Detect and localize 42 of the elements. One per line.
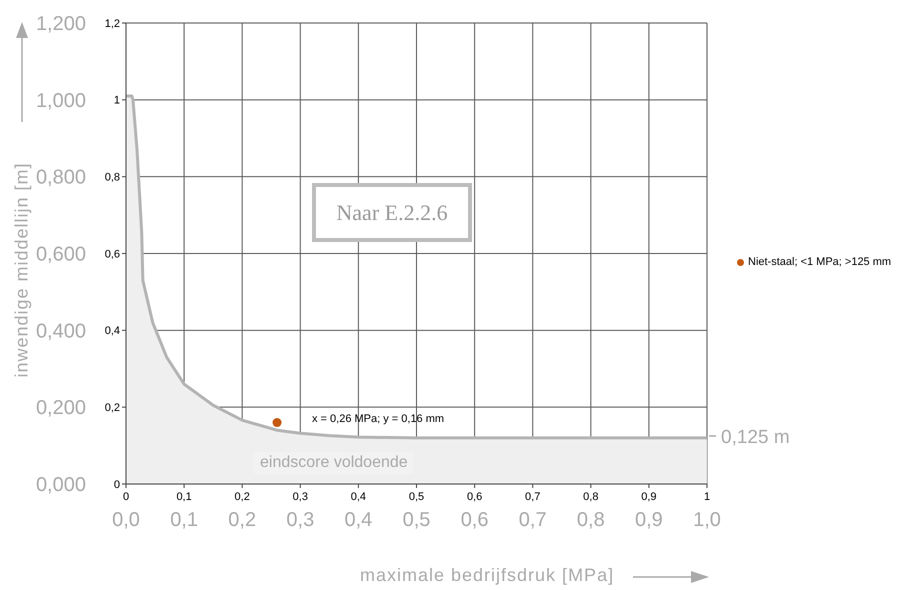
y-tick-label: 1,000	[36, 90, 86, 112]
y-tick-label: 0,000	[36, 474, 86, 496]
x-tick-label: 0,5	[408, 491, 424, 503]
x2-tick-label: 0,8	[576, 509, 605, 531]
x2-tick-label: 0,4	[344, 509, 372, 531]
y2-tick-label: 1	[114, 94, 120, 107]
y-tick-label: 0,800	[36, 166, 86, 189]
x2-tick-label: 0,3	[286, 509, 314, 531]
x-axis-title: maximale bedrijfsdruk [MPa]	[360, 565, 614, 586]
y-tick-label: 0,600	[36, 244, 86, 266]
x-tick-label: 0,6	[466, 491, 482, 503]
x-tick-label: 1	[704, 491, 710, 503]
x2-tick-label: 0,1	[170, 509, 198, 531]
y-tick-label: 1,200	[36, 13, 86, 35]
x2-tick-label: 0,0	[112, 509, 140, 531]
legend-label: Niet-staal; <1 MPa; >125 mm	[748, 256, 892, 268]
y2-tick-label: 1,2	[104, 18, 120, 30]
y2-tick-label: 0	[114, 478, 120, 491]
x-tick-label: 0,3	[292, 491, 308, 503]
y2-tick-label: 0,4	[104, 325, 120, 338]
annotation: 0,125 m	[721, 426, 790, 448]
x2-tick-label: 0,9	[634, 509, 663, 531]
x-tick-label: 0,1	[176, 491, 192, 503]
y-tick-label: 0,400	[36, 320, 86, 342]
x-tick-label: 0,4	[350, 491, 366, 503]
y2-tick-label: 0,8	[104, 172, 120, 184]
x-tick-label: 0	[122, 491, 130, 503]
x2-tick-label: 0,2	[228, 509, 256, 531]
x2-tick-label: 0,5	[402, 509, 430, 531]
x-tick-label: 0,9	[641, 491, 657, 503]
y2-tick-label: 0,2	[104, 402, 120, 414]
y-tick-label: 0,200	[36, 397, 86, 420]
x-tick-label: 0,7	[525, 491, 540, 503]
x2-tick-label: 0,6	[460, 509, 489, 531]
x2-tick-label: 1,0	[693, 509, 721, 531]
x-tick-label: 0,2	[234, 491, 250, 503]
framed-label: Naar E.2.2.6	[312, 183, 472, 242]
y2-tick-label: 0,6	[104, 248, 120, 260]
annotation: eindscore voldoende	[254, 452, 414, 474]
x-tick-label: 0,8	[583, 491, 598, 503]
x2-tick-label: 0,7	[518, 509, 547, 531]
y-axis-title: inwendige middellijn [m]	[12, 162, 32, 378]
